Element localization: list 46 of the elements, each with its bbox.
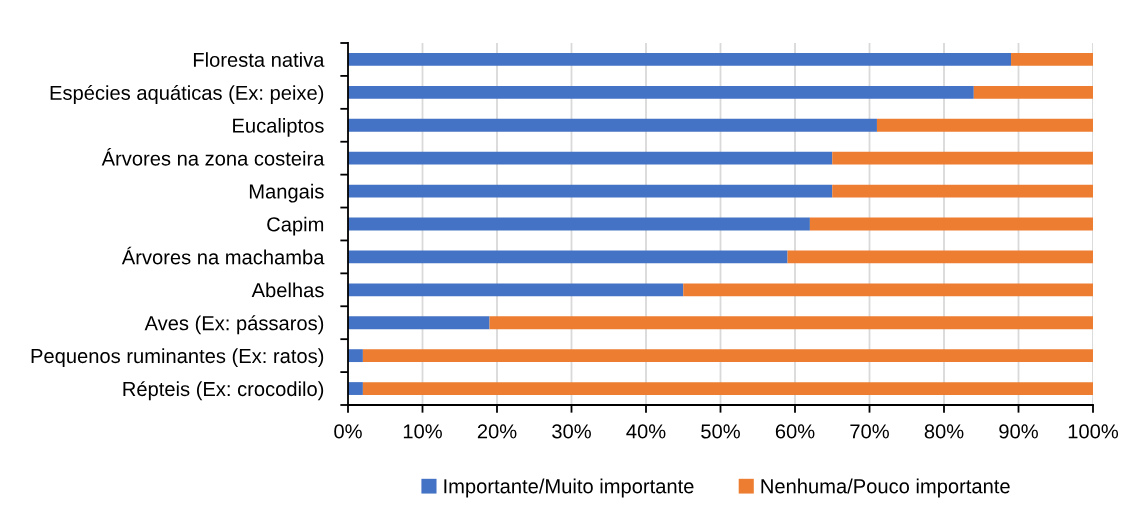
bar <box>348 382 363 395</box>
y-tick-label: Floresta nativa <box>193 52 325 67</box>
bar <box>348 250 788 264</box>
bar <box>809 217 1093 231</box>
bar <box>489 316 1093 330</box>
bar <box>362 349 1093 363</box>
bar <box>348 85 974 99</box>
bar <box>973 85 1093 99</box>
legend-label: Importante/Muito importante <box>444 478 694 498</box>
x-tick-label: 20% <box>477 424 517 439</box>
x-tick-label: 80% <box>924 424 964 439</box>
x-tick-label: 0% <box>334 424 362 439</box>
bar <box>348 184 833 198</box>
y-tick-label: Árvores na zona costeira <box>101 148 325 166</box>
legend-label: Nenhuma/Pouco importante <box>761 478 1010 498</box>
bar <box>683 283 1093 297</box>
bar <box>348 217 810 231</box>
bar <box>362 382 1093 395</box>
y-tick-label: Abelhas <box>251 282 324 298</box>
y-tick-label: Répteis (Ex: crocodilo) <box>123 381 324 401</box>
bar <box>832 151 1093 165</box>
x-tick-label: 40% <box>626 424 666 439</box>
x-tick-label: 60% <box>775 424 815 439</box>
x-tick-label: 50% <box>701 424 740 439</box>
x-tick-label: 30% <box>552 424 591 439</box>
bar <box>348 316 490 330</box>
bar <box>348 151 833 165</box>
bar <box>348 283 684 297</box>
y-tick-label: Árvores na machamba <box>121 246 325 265</box>
bar <box>1011 53 1093 66</box>
y-tick-label: Capim <box>267 216 324 236</box>
y-tick-label: Pequenos ruminantes (Ex: ratos) <box>31 348 324 368</box>
x-tick-label: 90% <box>999 424 1038 439</box>
bar <box>348 53 1012 66</box>
bar <box>787 250 1093 264</box>
bar <box>348 118 877 132</box>
y-tick-label: Eucaliptos <box>233 117 324 137</box>
x-tick-label: 10% <box>403 424 442 439</box>
x-tick-label: 70% <box>850 424 889 439</box>
bar <box>832 184 1093 198</box>
y-tick-label: Espécies aquáticas (Ex: peixe) <box>50 84 324 104</box>
bar <box>876 118 1093 132</box>
y-tick-label: Aves (Ex: pássaros) <box>144 315 324 335</box>
y-tick-label: Mangais <box>249 183 324 203</box>
x-tick-label: 100% <box>1068 424 1119 439</box>
bar <box>348 349 363 363</box>
